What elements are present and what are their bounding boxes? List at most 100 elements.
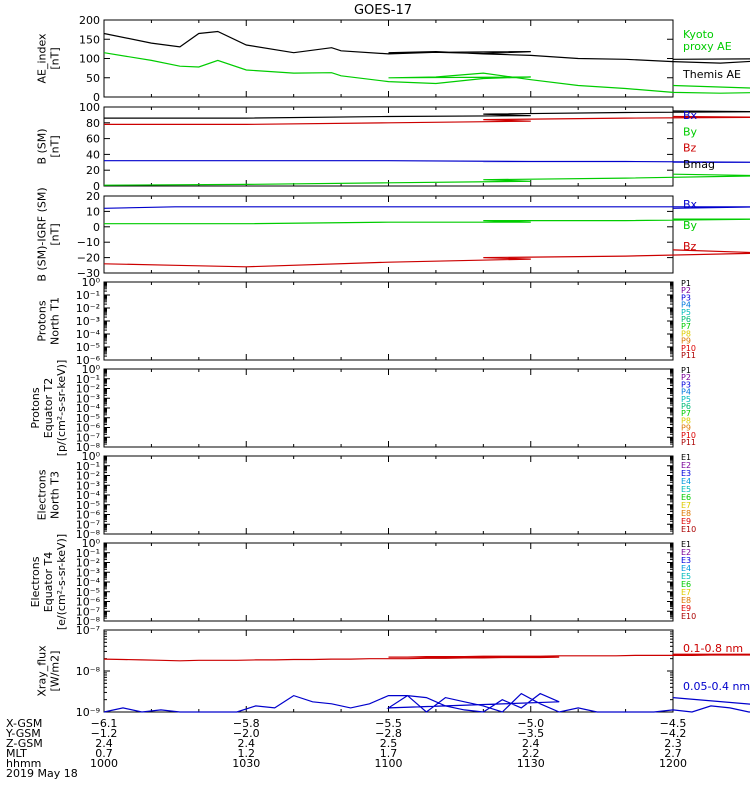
y-tick-label: 10⁻⁴ [76,576,101,589]
legend-entry: P6 [681,402,691,411]
figure-title: GOES-17 [354,3,412,18]
legend-entry: P6 [681,315,691,324]
y-tick-label: 0 [93,180,100,193]
x-row-label: Y-GSM [5,727,41,740]
legend-entry: P10 [681,344,696,353]
y-axis-title: ElectronsNorth T3 [36,469,62,520]
y-tick-label: 10⁻⁴ [76,489,101,502]
y-tick-label: 10⁰ [82,537,101,550]
y-tick-label: 10⁻⁵ [76,586,100,599]
y-tick-label: 10⁻⁷ [76,518,100,531]
legend-entry: P4 [681,388,691,397]
legend-entry: Kyoto proxy AE [683,28,732,53]
y-tick-label: 10⁻⁶ [76,422,101,435]
y-tick-label: 40 [86,148,100,161]
series-line [103,653,750,662]
x-row-value: 2.4 [522,737,540,750]
legend-entry: Bx [683,109,698,122]
legend-entry: P2 [681,286,691,295]
legend-entry: E3 [681,469,691,478]
panel-2: 0 20 40 60 80 100 B (SM)[nT] Bx By Bz Bmag [36,101,750,193]
y-axis-title: ProtonsEquator T2[p/(cm²-s-sr-keV)] [29,360,68,457]
y-tick-label: 10⁻³ [76,479,100,492]
y-tick-label: −30 [77,267,100,280]
y-tick-label: 10⁰ [82,276,101,289]
y-tick-label: 100 [79,53,100,66]
x-row-value: −3.5 [517,727,544,740]
panel-8: 10⁻⁷ 10⁻⁸ 10⁻⁹ Xray_flux[W/m2] 0.1-0.8 nm 0.0… [36,624,750,719]
y-axis-title: Xray_flux[W/m2] [36,645,62,697]
legend-entry: By [683,219,698,232]
x-row-value: 1.2 [238,747,256,760]
x-row-value: 1200 [659,757,687,770]
legend-entry: P8 [681,329,691,338]
legend-entry: E10 [681,612,696,621]
x-row-value: 2.7 [664,747,682,760]
legend-entry: Bz [683,142,697,155]
legend-entry: E8 [681,596,691,605]
panel-frame [103,281,674,361]
legend-entry: E6 [681,493,691,502]
y-tick-label: 20 [86,164,100,177]
legend-entry: 0.05-0.4 nm [683,680,750,693]
y-tick-label: 10⁻⁴ [76,328,101,341]
y-tick-label: 0 [93,91,100,104]
legend-entry: P4 [681,301,691,310]
y-tick-label: 10⁻⁵ [76,499,100,512]
x-row-value: 2.5 [380,737,398,750]
x-row-value: −6.1 [91,717,118,730]
series-line [104,110,750,119]
y-tick-label: −10 [77,236,100,249]
legend-entry: P7 [681,409,691,418]
legend-entry: P11 [681,351,696,360]
x-row-value: 1000 [90,757,118,770]
y-tick-label: 10⁻⁹ [76,706,100,719]
x-row-value: −1.2 [91,727,118,740]
legend-entry: E5 [681,485,691,494]
legend-entry: E4 [681,477,691,486]
panel-frame [103,542,674,622]
legend-entry: P7 [681,322,691,331]
y-tick-label: 10⁻² [76,383,100,396]
y-tick-label: 10⁻¹ [76,373,100,386]
series-line [104,115,750,126]
y-tick-label: 10⁻⁴ [76,402,101,415]
legend-entry: E3 [681,556,691,565]
y-tick-label: 20 [86,190,100,203]
legend-entry: P3 [681,380,691,389]
panel-frame [103,629,674,713]
legend-entry: Bmag [683,158,715,171]
y-axis-title: AE_index[nT] [36,33,62,84]
x-row-label: MLT [6,747,27,760]
legend-entry: E2 [681,548,691,557]
legend-entry: E1 [681,540,691,549]
y-axis-title: ElectronsEquator T4[e/(cm²-s-sr-keV)] [29,534,68,630]
legend-entry: E5 [681,572,691,581]
x-row-label: hhmm [6,757,41,770]
y-tick-label: 10⁻⁸ [76,615,101,628]
legend-entry: E9 [681,604,691,613]
legend-entry: P9 [681,424,691,433]
y-tick-label: 50 [86,72,100,85]
panel-frame [103,455,674,535]
y-tick-label: 10⁰ [82,363,101,376]
legend-entry: Bz [683,240,697,253]
legend-entry: E1 [681,453,691,462]
legend-entry: E7 [681,501,691,510]
x-row-value: −4.2 [660,727,687,740]
legend-entry: By [683,125,698,138]
legend-entry: P10 [681,431,696,440]
series-line [104,160,750,163]
legend-entry: P5 [681,308,691,317]
legend-entry: P9 [681,337,691,346]
legend-entry: E4 [681,564,691,573]
panel-frame [103,368,674,448]
y-axis-title: B (SM)[nT] [36,128,62,164]
x-row-value: −2.0 [233,727,260,740]
legend-entry: P2 [681,373,691,382]
legend-entry: P3 [681,293,691,302]
